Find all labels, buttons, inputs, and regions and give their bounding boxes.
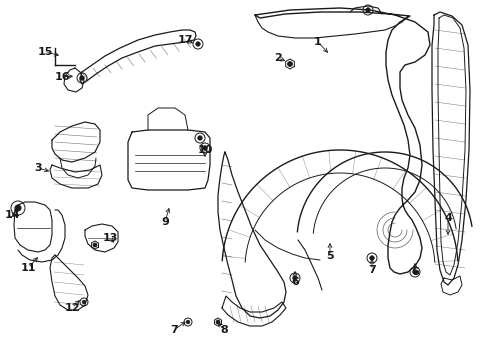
Text: 6: 6 (410, 267, 418, 277)
Circle shape (195, 42, 200, 46)
Text: 1: 1 (313, 37, 321, 47)
Text: 7: 7 (170, 325, 178, 335)
Text: 9: 9 (161, 217, 168, 227)
Text: 15: 15 (37, 47, 53, 57)
Text: 14: 14 (4, 210, 20, 220)
Text: 5: 5 (325, 251, 333, 261)
Circle shape (80, 76, 84, 80)
Text: 3: 3 (34, 163, 42, 173)
Text: 8: 8 (220, 325, 227, 335)
Circle shape (186, 320, 189, 324)
Text: 11: 11 (20, 263, 36, 273)
Text: 4: 4 (443, 213, 451, 223)
Text: 7: 7 (367, 265, 375, 275)
Circle shape (287, 62, 292, 67)
Circle shape (369, 256, 373, 260)
Circle shape (203, 146, 207, 150)
Circle shape (412, 270, 416, 274)
Text: 17: 17 (177, 35, 192, 45)
Text: 12: 12 (64, 303, 80, 313)
Text: 6: 6 (290, 277, 298, 287)
Text: 2: 2 (274, 53, 281, 63)
Text: 13: 13 (102, 233, 118, 243)
Text: 10: 10 (197, 145, 212, 155)
Text: 16: 16 (54, 72, 70, 82)
Circle shape (292, 276, 297, 280)
Circle shape (15, 205, 21, 211)
Circle shape (82, 300, 85, 304)
Circle shape (365, 8, 369, 12)
Circle shape (197, 136, 202, 140)
Circle shape (216, 320, 220, 324)
Circle shape (93, 243, 97, 247)
